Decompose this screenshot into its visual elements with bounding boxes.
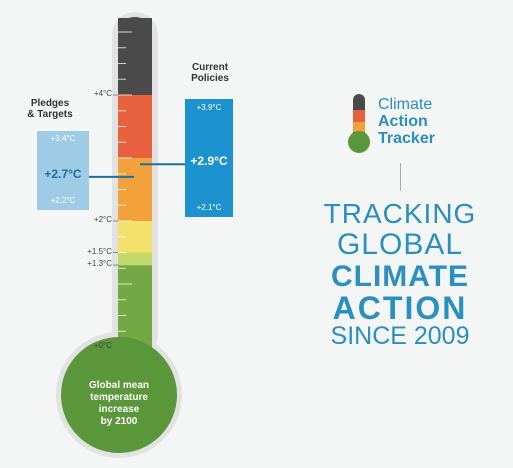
logo-line-action: Action [378, 113, 428, 130]
thermometer-logo-icon [348, 94, 370, 153]
tagline-line-1: TRACKING [323, 198, 477, 229]
tick-label: +1.3°C [87, 259, 112, 269]
tagline-line-2: GLOBAL [336, 228, 464, 261]
current-range-box: +3.9°C +2.9°C +2.1°C [185, 99, 233, 217]
tube-top-cap [118, 17, 152, 47]
logo-divider [400, 163, 401, 191]
tick-label: +4°C [93, 89, 112, 98]
tagline-line-5: SINCE 2009 [330, 322, 470, 350]
pledges-mid-label: +2.7°C [44, 166, 82, 181]
tick-label: +2°C [93, 215, 112, 224]
tick-label: +1.5°C [87, 246, 112, 256]
current-header: Current Policies [191, 62, 229, 84]
current-mid-label: +2.9°C [190, 154, 228, 169]
pledges-low-label: +2.2°C [50, 196, 76, 206]
pledges-header: Pledges & Targets [27, 98, 73, 120]
current-high-label: +3.9°C [196, 103, 222, 113]
pledges-range-box: +3.4°C +2.7°C +2.2°C [37, 130, 89, 211]
logo-line-tracker: Tracker [378, 130, 435, 147]
logo-line-climate: Climate [378, 96, 433, 113]
temperature-band [118, 252, 152, 266]
pledges-high-label: +3.4°C [50, 133, 76, 143]
tick-label: +0°C [93, 341, 112, 350]
bulb-caption: Global mean temperature increase by 2100 [88, 380, 149, 427]
tagline-line-4: ACTION [332, 290, 468, 326]
thermometer-bulb [61, 337, 177, 453]
tagline-line-3: CLIMATE [330, 260, 470, 293]
current-low-label: +2.1°C [196, 202, 222, 212]
logo-wordmark: Climate Action Tracker [378, 96, 435, 147]
